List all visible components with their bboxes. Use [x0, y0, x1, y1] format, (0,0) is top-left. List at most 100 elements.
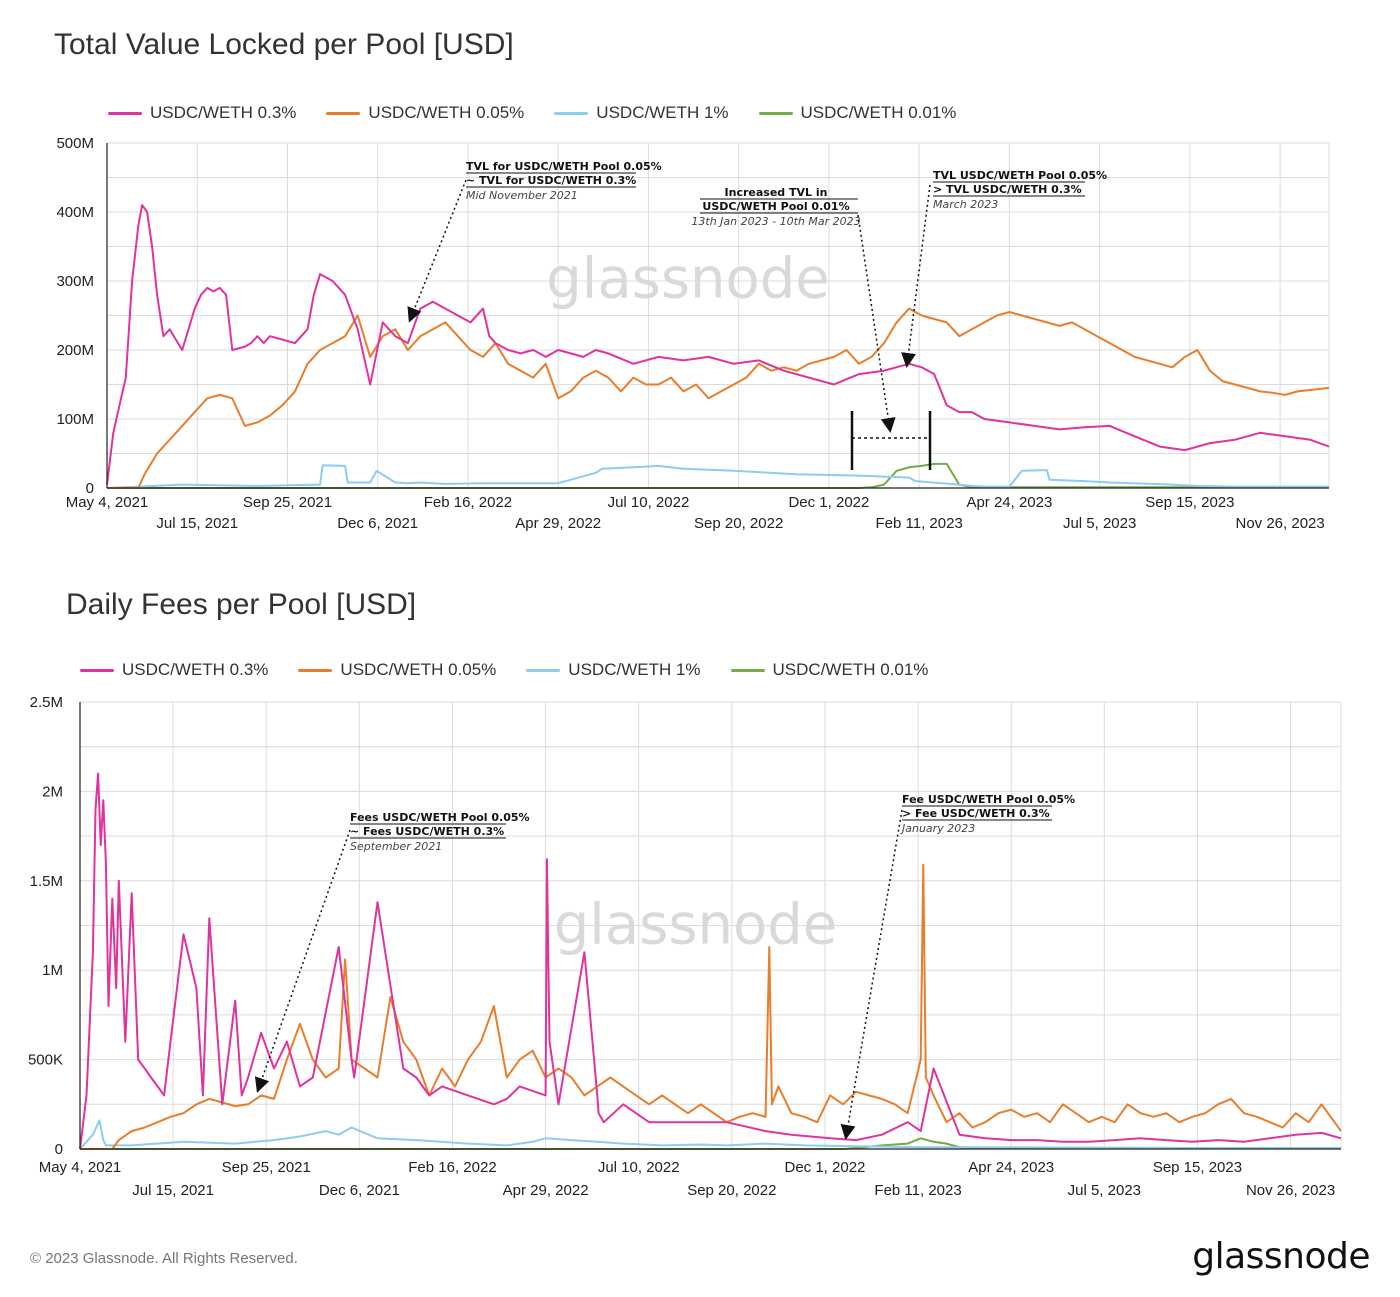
tvl-series-line-c1 — [106, 464, 1329, 489]
tvl-x-tick-label: Feb 16, 2022 — [424, 494, 512, 511]
legend-item-usdc-weth-0-01[interactable]: USDC/WETH 0.01% — [730, 660, 929, 680]
legend-swatch-pink — [80, 668, 114, 672]
tvl-x-tick-label: Apr 24, 2023 — [966, 494, 1052, 511]
legend-swatch-green — [730, 668, 765, 672]
tvl-annotation-arrow — [857, 214, 896, 433]
tvl-x-tick-label: May 4, 2021 — [66, 494, 149, 511]
legend-label: USDC/WETH 0.05% — [340, 660, 497, 679]
fees-annotation-arrow — [840, 809, 903, 1140]
fees-y-tick-label: 500K — [28, 1052, 63, 1069]
fees-x-tick-label: Dec 1, 2022 — [785, 1159, 866, 1176]
legend-label: USDC/WETH 0.05% — [368, 103, 525, 122]
fees-y-tick-label: 2M — [42, 783, 63, 800]
fees-annotation-arrow — [254, 829, 351, 1093]
tvl-x-tick-label: Dec 1, 2022 — [788, 494, 869, 511]
fees-y-tick-label: 1.5M — [30, 873, 63, 890]
legend-item-usdc-weth-0-01[interactable]: USDC/WETH 0.01% — [758, 103, 957, 123]
legend-label: USDC/WETH 0.3% — [122, 660, 269, 679]
fees-x-tick-label: Jul 15, 2021 — [132, 1182, 214, 1199]
fees-x-tick-label: Feb 11, 2023 — [874, 1182, 961, 1199]
fees-x-tick-label: Feb 16, 2022 — [408, 1159, 496, 1176]
fees-series-line-c1 — [79, 1119, 1341, 1150]
tvl-y-tick-label: 400M — [56, 204, 94, 221]
legend-swatch-pink — [108, 111, 142, 115]
fees-annotation-line: > Fee USDC/WETH 0.3% — [902, 807, 1050, 820]
legend-item-usdc-weth-1[interactable]: USDC/WETH 1% — [554, 103, 729, 123]
tvl-series-line-c005 — [107, 307, 1330, 489]
tvl-y-tick-label: 100M — [56, 411, 94, 428]
tvl-x-tick-label: Jul 15, 2021 — [156, 515, 238, 532]
legend-swatch-blue — [526, 668, 561, 672]
legend-swatch-blue — [554, 111, 589, 115]
tvl-watermark: glassnode — [546, 247, 830, 312]
legend-item-usdc-weth-0-05[interactable]: USDC/WETH 0.05% — [326, 103, 524, 123]
legend-swatch-green — [758, 111, 793, 115]
tvl-annotation-date: 13th Jan 2023 - 10th Mar 2023 — [691, 215, 860, 228]
fees-annotation-line: Fee USDC/WETH Pool 0.05% — [902, 793, 1075, 806]
fees-series-line-c03 — [79, 772, 1342, 1150]
legend-label: USDC/WETH 0.01% — [800, 103, 957, 122]
fees-x-tick-label: Apr 24, 2023 — [968, 1159, 1054, 1176]
tvl-series-line-c03 — [106, 204, 1330, 485]
fees-legend: USDC/WETH 0.3% USDC/WETH 0.05% USDC/WETH… — [80, 660, 958, 680]
tvl-y-tick-label: 500M — [56, 135, 94, 152]
fees-x-tick-label: Dec 6, 2021 — [319, 1182, 400, 1199]
tvl-annotation-line: TVL for USDC/WETH Pool 0.05% — [466, 160, 662, 173]
tvl-chart: glassnode 0 100M 200M 300M 400M 500M May 4, 202… — [56, 135, 1330, 532]
tvl-annotation-date: Mid November 2021 — [466, 189, 578, 202]
glassnode-logo[interactable]: glassnode — [1192, 1236, 1370, 1277]
fees-x-tick-label: Jul 5, 2023 — [1068, 1182, 1141, 1199]
fees-x-tick-label: May 4, 2021 — [39, 1159, 122, 1176]
legend-label: USDC/WETH 1% — [596, 103, 729, 122]
tvl-legend: USDC/WETH 0.3% USDC/WETH 0.05% USDC/WETH… — [108, 103, 986, 123]
tvl-annotation-line: TVL USDC/WETH Pool 0.05% — [933, 169, 1107, 182]
fees-y-tick-label: 1M — [42, 962, 63, 979]
legend-label: USDC/WETH 0.3% — [150, 103, 297, 122]
legend-item-usdc-weth-0-05[interactable]: USDC/WETH 0.05% — [298, 660, 496, 680]
fees-x-tick-label: Sep 15, 2023 — [1153, 1159, 1242, 1176]
copyright-notice: © 2023 Glassnode. All Rights Reserved. — [30, 1250, 298, 1267]
tvl-annotation-line: USDC/WETH Pool 0.01% — [702, 200, 849, 213]
fees-x-tick-label: Apr 29, 2022 — [503, 1182, 589, 1199]
legend-label: USDC/WETH 0.01% — [772, 660, 929, 679]
fees-annotation-line: Fees USDC/WETH Pool 0.05% — [350, 811, 530, 824]
tvl-x-tick-label: Jul 5, 2023 — [1063, 515, 1136, 532]
legend-label: USDC/WETH 1% — [568, 660, 701, 679]
fees-watermark: glassnode — [554, 893, 838, 958]
fees-y-tick-label: 0 — [55, 1141, 63, 1158]
tvl-x-tick-label: Sep 15, 2023 — [1145, 494, 1234, 511]
fees-x-tick-label: Nov 26, 2023 — [1246, 1182, 1335, 1199]
tvl-chart-title: Total Value Locked per Pool [USD] — [54, 28, 514, 61]
tvl-annotation-arrow — [407, 179, 467, 323]
fees-series-line-c005 — [80, 863, 1342, 1150]
legend-item-usdc-weth-0-3[interactable]: USDC/WETH 0.3% — [80, 660, 268, 680]
tvl-x-tick-label: Sep 25, 2021 — [243, 494, 332, 511]
legend-item-usdc-weth-1[interactable]: USDC/WETH 1% — [526, 660, 701, 680]
tvl-annotation-line: ~ TVL for USDC/WETH 0.3% — [466, 174, 636, 187]
fees-x-tick-label: Jul 10, 2022 — [598, 1159, 680, 1176]
fees-y-tick-label: 2.5M — [30, 694, 63, 711]
fees-annotation-date: January 2023 — [900, 822, 975, 835]
fees-x-tick-label: Sep 25, 2021 — [222, 1159, 311, 1176]
tvl-x-tick-label: Sep 20, 2022 — [694, 515, 783, 532]
fees-annotation-date: September 2021 — [350, 840, 442, 853]
tvl-annotation-line: > TVL USDC/WETH 0.3% — [933, 183, 1082, 196]
legend-swatch-orange — [298, 668, 333, 672]
tvl-x-tick-label: Jul 10, 2022 — [608, 494, 690, 511]
tvl-x-tick-label: Dec 6, 2021 — [337, 515, 418, 532]
legend-swatch-orange — [326, 111, 361, 115]
tvl-annotation-date: March 2023 — [933, 198, 998, 211]
legend-item-usdc-weth-0-3[interactable]: USDC/WETH 0.3% — [108, 103, 296, 123]
fees-annotation-line: ~ Fees USDC/WETH 0.3% — [350, 825, 504, 838]
tvl-x-tick-label: Nov 26, 2023 — [1236, 515, 1325, 532]
fees-chart: glassnode 0 500K 1M 1.5M 2M 2.5M May 4, 2021 Jul… — [28, 694, 1342, 1199]
fees-x-tick-label: Sep 20, 2022 — [687, 1182, 776, 1199]
tvl-x-tick-label: Feb 11, 2023 — [876, 515, 963, 532]
tvl-x-tick-label: Apr 29, 2022 — [515, 515, 601, 532]
tvl-annotation-line: Increased TVL in — [725, 186, 828, 199]
tvl-y-tick-label: 200M — [56, 342, 94, 359]
tvl-y-tick-label: 0 — [86, 480, 94, 497]
tvl-y-tick-label: 300M — [56, 273, 94, 290]
fees-chart-title: Daily Fees per Pool [USD] — [66, 588, 417, 621]
